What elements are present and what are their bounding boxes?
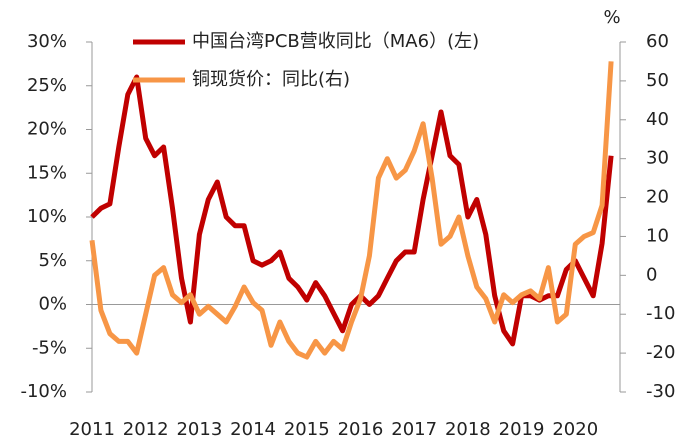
y2-tick-label: 60 <box>646 31 669 52</box>
y-tick-label: 0% <box>38 294 67 315</box>
y2-tick-label: -10 <box>646 303 675 324</box>
y2-tick-label: 10 <box>646 225 669 246</box>
x-tick-label: 2020 <box>552 419 598 440</box>
y-tick-label: 15% <box>27 162 67 183</box>
x-tick-label: 2016 <box>338 419 384 440</box>
x-tick-label: 2019 <box>499 419 545 440</box>
x-tick-label: 2011 <box>69 419 115 440</box>
y2-tick-label: 40 <box>646 109 669 130</box>
y-tick-label: 5% <box>38 250 67 271</box>
x-tick-label: 2013 <box>176 419 222 440</box>
series-line <box>89 61 614 360</box>
x-tick-label: 2015 <box>284 419 330 440</box>
y2-tick-label: 50 <box>646 70 669 91</box>
y-tick-label: -5% <box>32 337 67 358</box>
y-tick-label: -10% <box>20 381 67 402</box>
legend-label: 铜现货价：同比(右) <box>192 69 350 90</box>
y-tick-label: 30% <box>27 31 67 52</box>
y2-tick-label: 20 <box>646 187 669 208</box>
legend-label: 中国台湾PCB营收同比（MA6）(左) <box>192 31 479 52</box>
y-tick-label: 25% <box>27 75 67 96</box>
y2-tick-label: 30 <box>646 148 669 169</box>
x-tick-label: 2017 <box>391 419 437 440</box>
y-tick-label: 10% <box>27 206 67 227</box>
x-tick-label: 2014 <box>230 419 276 440</box>
y2-tick-label: -20 <box>646 342 675 363</box>
series-line <box>90 74 614 347</box>
y2-tick-label: -30 <box>646 381 675 402</box>
x-tick-label: 2012 <box>123 419 169 440</box>
y-tick-label: 20% <box>27 119 67 140</box>
y2-axis-label: % <box>603 7 620 28</box>
x-tick-label: 2018 <box>445 419 491 440</box>
y2-tick-label: 0 <box>646 264 657 285</box>
